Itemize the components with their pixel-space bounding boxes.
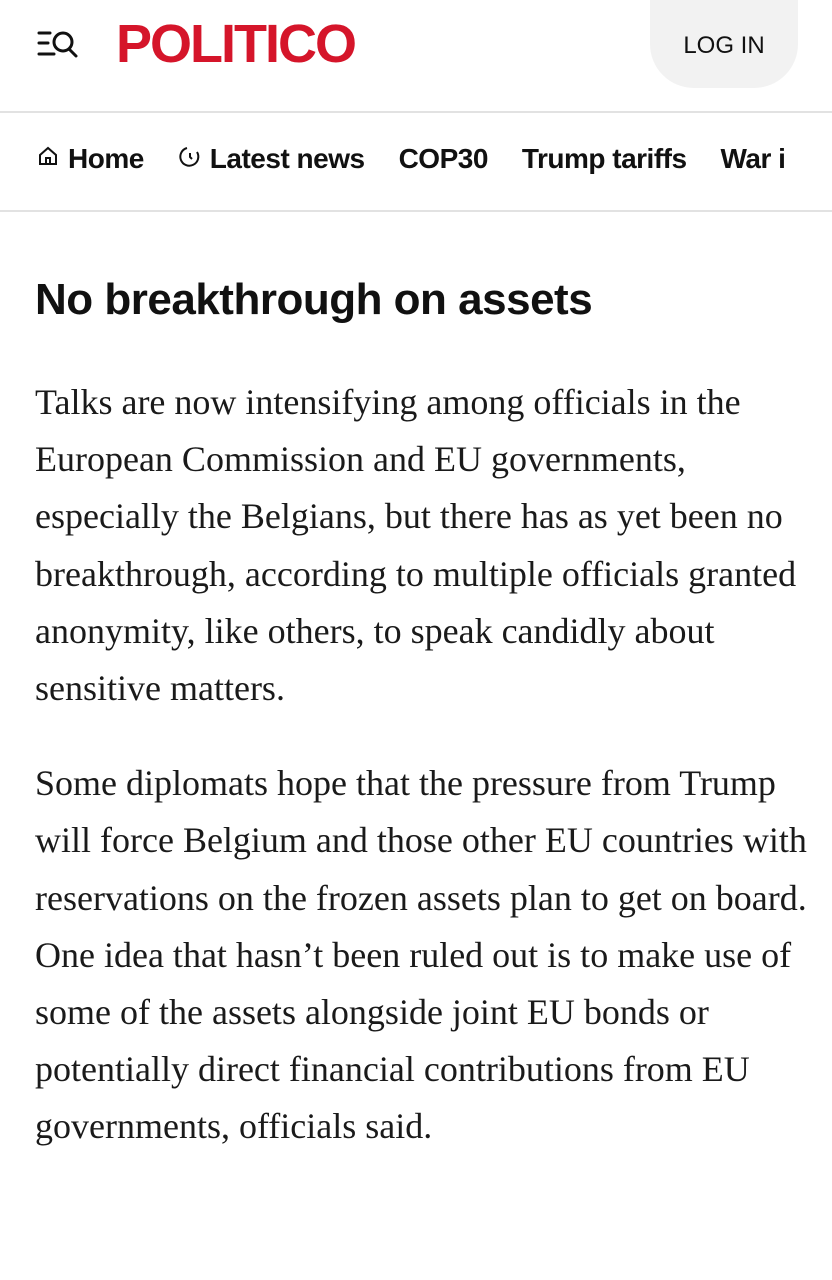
- nav-item-label: Trump tariffs: [521, 143, 687, 174]
- nav-item-latest-news[interactable]: Latest news: [178, 143, 365, 175]
- clock-icon: [178, 143, 202, 175]
- nav-item-label: War i: [720, 143, 786, 174]
- login-button[interactable]: LOG IN: [650, 0, 798, 88]
- nav-item-trump-tariffs[interactable]: Trump tariffs: [522, 143, 687, 175]
- article-heading: No breakthrough on assets: [35, 275, 593, 324]
- home-icon: [36, 143, 60, 175]
- nav-item-label: COP30: [398, 143, 489, 174]
- article-body: Talks are now intensifying among officia…: [35, 374, 815, 1194]
- nav-scroll-fade: [802, 113, 832, 210]
- nav-item-war[interactable]: War i: [721, 143, 786, 175]
- article-paragraph: Some diplomats hope that the pressure fr…: [35, 763, 807, 1147]
- nav-item-home[interactable]: Home: [36, 143, 144, 175]
- article-paragraph: Talks are now intensifying among officia…: [35, 382, 797, 709]
- menu-search-icon[interactable]: [36, 28, 82, 60]
- politico-logo[interactable]: POLITICO: [116, 14, 357, 74]
- nav-item-cop30[interactable]: COP30: [398, 143, 489, 175]
- nav-item-label: Latest news: [209, 143, 365, 174]
- site-header: POLITICO LOG IN: [0, 0, 832, 113]
- nav-item-label: Home: [68, 143, 144, 174]
- section-nav: Home Latest news COP30 Trump tariffs War…: [0, 113, 832, 212]
